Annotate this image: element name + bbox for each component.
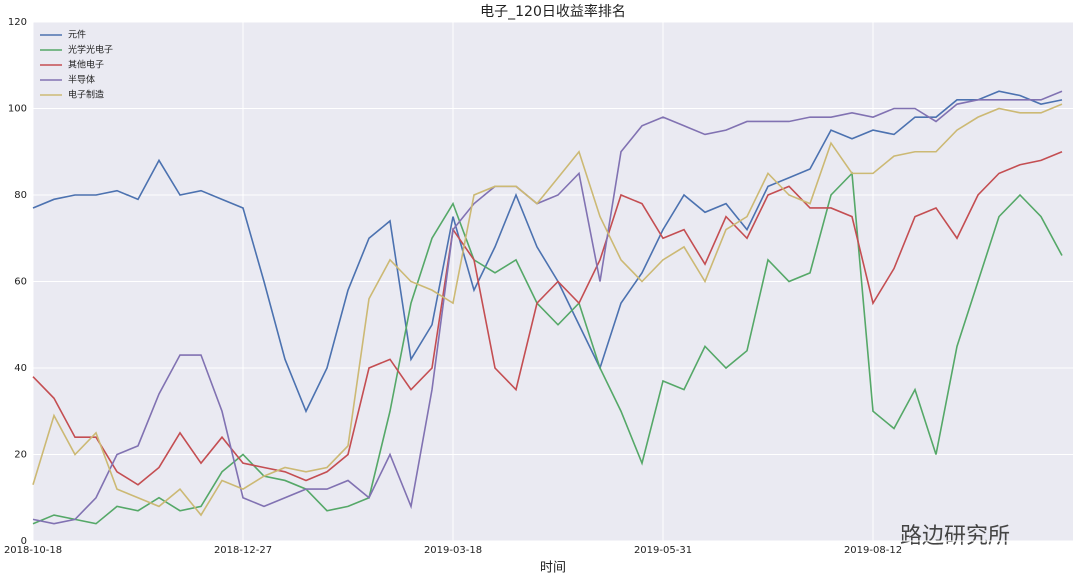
line [32, 90, 1063, 525]
y-tick-label: 100 [8, 104, 27, 115]
line [32, 171, 1063, 525]
line [32, 90, 1063, 414]
y-tick-label: 60 [14, 277, 27, 288]
x-tick-label: 2018-12-27 [214, 545, 272, 556]
y-tick-label: 40 [14, 363, 27, 374]
x-tick-label: 2019-03-18 [424, 545, 482, 556]
watermark: 路边研究所 [900, 524, 1010, 549]
legend-label: 半导体 [68, 74, 95, 86]
line [32, 103, 1063, 517]
chart-title: 电子_120日收益率排名 [480, 3, 626, 20]
legend-label: 电子制造 [68, 89, 104, 101]
y-tick-label: 0 [21, 536, 27, 547]
x-tick-label: 2019-08-12 [844, 545, 902, 556]
legend-label: 元件 [68, 29, 86, 41]
line [32, 151, 1063, 486]
legend-label: 光学光电子 [68, 44, 113, 56]
y-tick-label: 120 [8, 17, 27, 28]
y-tick-label: 20 [14, 450, 27, 461]
y-tick-label: 80 [14, 190, 27, 201]
x-axis-label: 时间 [540, 561, 566, 576]
x-tick-label: 2018-10-18 [4, 545, 62, 556]
x-tick-label: 2019-05-31 [634, 545, 692, 556]
legend-label: 其他电子 [68, 59, 104, 71]
